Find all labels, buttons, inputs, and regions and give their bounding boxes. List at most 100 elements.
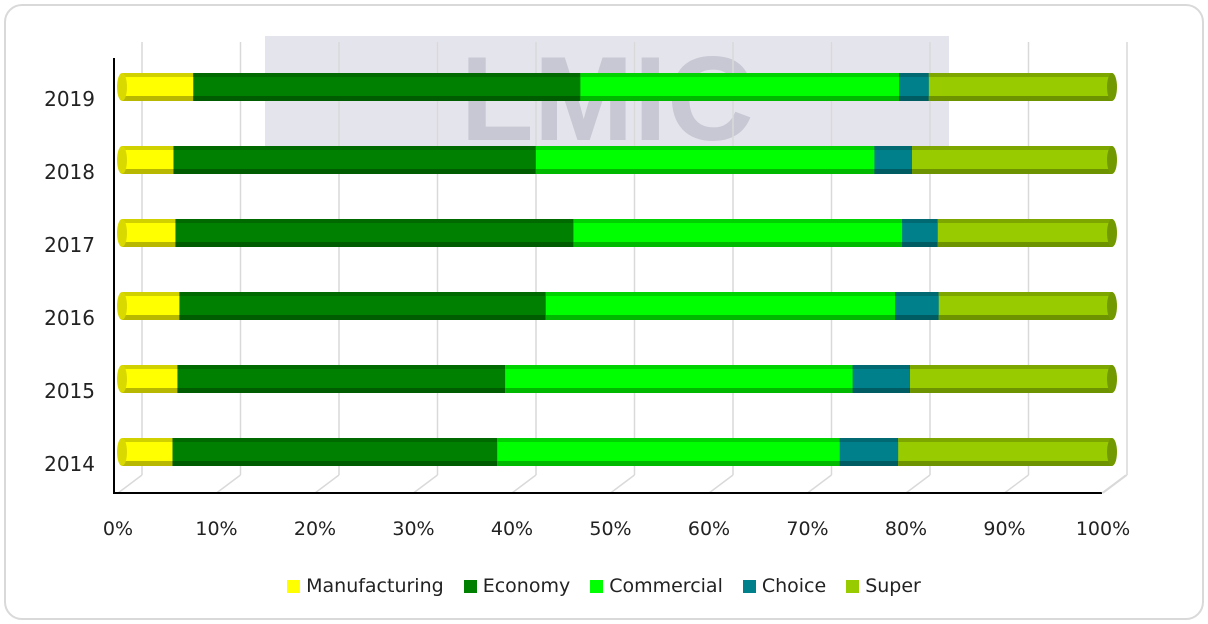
- y-tick-label: 2015: [44, 379, 95, 403]
- bar-cap-end: [1107, 365, 1117, 393]
- bar-cap-end: [1107, 219, 1117, 247]
- gridline-depth: [807, 474, 832, 494]
- legend-label: Manufacturing: [306, 575, 444, 597]
- legend-label: Economy: [482, 575, 571, 597]
- bar-segment-shade: [902, 242, 939, 247]
- y-tick-label: 2019: [44, 87, 95, 111]
- bar-segment-shade: [122, 315, 180, 320]
- bar-segment-highlight: [179, 292, 547, 296]
- bar-segment-highlight: [912, 146, 1113, 150]
- bar-segment-highlight: [938, 292, 1113, 296]
- legend-swatch: [590, 579, 604, 593]
- bar-segment-shade: [898, 461, 1113, 466]
- gridline-depth: [117, 474, 143, 494]
- bar-segment-highlight: [122, 365, 178, 369]
- gridline-depth: [708, 474, 734, 494]
- x-tick-label: 40%: [491, 518, 533, 540]
- legend: Manufacturing Economy Commercial Choice Supe…: [0, 572, 1208, 600]
- gridlines: [117, 42, 1128, 494]
- x-tick-label: 60%: [688, 518, 730, 540]
- bar-segment-highlight: [902, 219, 939, 223]
- bar-segment-shade: [179, 315, 547, 320]
- x-tick-label: 30%: [392, 518, 434, 540]
- bar-segment-shade: [535, 169, 875, 174]
- bar-segment-highlight: [122, 73, 194, 77]
- legend-swatch: [287, 579, 301, 593]
- bar-segment-shade: [172, 461, 498, 466]
- gridline-depth: [1004, 474, 1029, 494]
- legend-label: Choice: [761, 575, 827, 597]
- bar-segment-highlight: [172, 438, 498, 442]
- gridline-depth: [314, 474, 340, 494]
- bar-segment-shade: [193, 96, 581, 101]
- x-tick-label: 0%: [103, 518, 133, 540]
- x-tick-label: 80%: [885, 518, 927, 540]
- bar-row-2018: [117, 146, 1117, 174]
- legend-swatch: [463, 579, 477, 593]
- legend-swatch: [846, 579, 860, 593]
- bar-segment-shade: [899, 96, 930, 101]
- x-axis-labels: 0% 10% 20% 30% 40% 50% 60% 70% 80% 90% 100%: [103, 518, 1130, 540]
- bar-segment-highlight: [937, 219, 1113, 223]
- bar-segment-shade: [122, 169, 174, 174]
- bar-cap-start: [117, 73, 127, 101]
- x-tick-label: 10%: [195, 518, 237, 540]
- bar-segment-highlight: [497, 438, 841, 442]
- bar-row-2016: [117, 292, 1117, 320]
- legend-swatch: [742, 579, 756, 593]
- bar-segment-shade: [928, 96, 1113, 101]
- gridline-depth: [905, 474, 931, 494]
- bar-segment-shade: [910, 388, 1113, 393]
- x-tick-label: 70%: [786, 518, 828, 540]
- bar-segment-shade: [573, 242, 903, 247]
- bar-segment-shade: [937, 242, 1113, 247]
- bar-segment-shade: [122, 96, 194, 101]
- bar-segment-shade: [497, 461, 841, 466]
- y-tick-label: 2014: [44, 452, 95, 476]
- legend-item-commercial: Commercial: [590, 575, 723, 597]
- bar-cap-start: [117, 365, 127, 393]
- bar-segment-shade: [580, 96, 900, 101]
- bar-segment-highlight: [122, 146, 174, 150]
- bar-segment-highlight: [895, 292, 940, 296]
- bar-segment-highlight: [535, 146, 875, 150]
- bar-segment-highlight: [545, 292, 896, 296]
- bar-segment-shade: [173, 169, 537, 174]
- bar-segment-shade: [874, 169, 913, 174]
- bar-segment-highlight: [928, 73, 1113, 77]
- gridline-depth: [413, 474, 438, 494]
- bar-segment-highlight: [874, 146, 913, 150]
- bar-cap-end: [1107, 146, 1117, 174]
- bar-cap-start: [117, 219, 127, 247]
- bar-cap-start: [117, 438, 127, 466]
- bar-segment-shade: [122, 461, 173, 466]
- bar-segment-shade: [177, 388, 506, 393]
- bar-cap-end: [1107, 292, 1117, 320]
- bar-segment-highlight: [580, 73, 900, 77]
- bar-row-2019: [117, 73, 1117, 101]
- bar-segment-shade: [852, 388, 911, 393]
- bar-segment-highlight: [173, 146, 537, 150]
- bar-segment-shade: [122, 242, 176, 247]
- x-axis-depth: [1101, 474, 1127, 494]
- bar-segment-highlight: [852, 365, 911, 369]
- bar-cap-start: [117, 146, 127, 174]
- bar-segment-highlight: [910, 365, 1113, 369]
- bar-segment-highlight: [573, 219, 903, 223]
- y-tick-label: 2018: [44, 160, 95, 184]
- bar-row-2015: [117, 365, 1117, 393]
- x-tick-label: 100%: [1076, 518, 1130, 540]
- bar-segment-shade: [505, 388, 854, 393]
- bar-segment-shade: [839, 461, 899, 466]
- x-tick-label: 20%: [294, 518, 336, 540]
- bar-cap-start: [117, 292, 127, 320]
- bar-segment-shade: [895, 315, 940, 320]
- bar-row-2017: [117, 219, 1117, 247]
- bar-segment-shade: [545, 315, 896, 320]
- gridline-depth: [511, 474, 537, 494]
- bar-cap-end: [1107, 73, 1117, 101]
- bar-segment-shade: [175, 242, 574, 247]
- bar-segment-highlight: [122, 292, 180, 296]
- bar-segment-highlight: [122, 219, 176, 223]
